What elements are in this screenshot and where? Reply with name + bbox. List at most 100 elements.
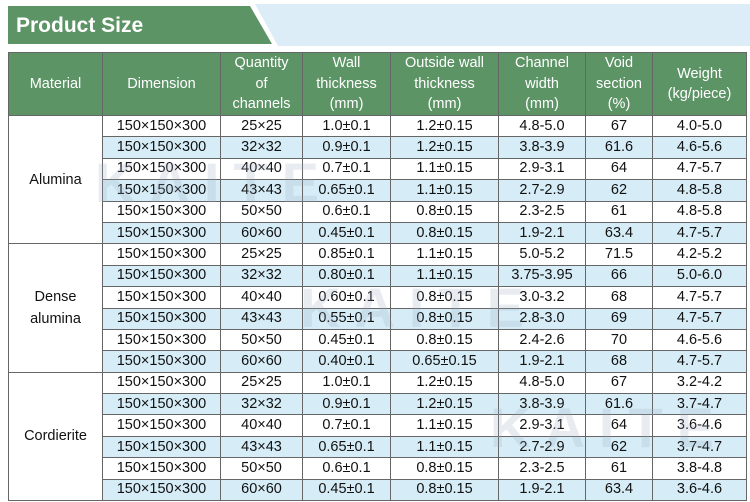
data-cell: 61.6	[585, 393, 653, 416]
data-cell: 3.6-4.6	[652, 414, 747, 437]
data-cell: 2.8-3.0	[498, 307, 586, 330]
data-cell: 1.2±0.15	[390, 136, 499, 159]
data-cell: 3.2-4.2	[652, 371, 747, 395]
data-cell: 4.7-5.7	[652, 157, 747, 181]
data-cell: 150×150×300	[102, 114, 221, 138]
data-cell: 150×150×300	[102, 393, 221, 416]
data-cell: 1.1±0.15	[390, 157, 499, 181]
data-cell: 25×25	[220, 243, 303, 266]
column-header: Void section (%)	[585, 52, 653, 116]
data-cell: 64	[585, 414, 653, 437]
data-cell: 4.6-5.6	[652, 328, 747, 352]
data-cell: 1.2±0.15	[390, 393, 499, 416]
data-cell: 150×150×300	[102, 157, 221, 181]
data-cell: 3.6-4.6	[652, 478, 747, 502]
table-row: Dense alumina 150×150×300 25×25 0.85±0.1 1.1…	[8, 243, 747, 373]
data-cell: 0.85±0.1	[302, 243, 391, 266]
table-row: 150×150×300 43×43 0.65±0.1 1.1±0.15 2.7-2.9 6…	[9, 435, 747, 459]
data-cell: 68	[585, 350, 653, 373]
data-cell: 0.8±0.15	[390, 200, 499, 223]
data-cell: 50×50	[220, 328, 303, 352]
data-cell: 61.6	[585, 136, 653, 159]
data-cell: 1.9-2.1	[498, 478, 586, 502]
data-cell: 1.0±0.1	[302, 371, 391, 395]
table-row: 150×150×300 43×43 0.55±0.1 0.8±0.15 2.8-3.0 6…	[9, 307, 747, 330]
data-cell: 150×150×300	[102, 350, 221, 373]
table-row: 150×150×300 32×32 0.80±0.1 1.1±0.15 3.75-3.9…	[9, 264, 747, 288]
data-cell: 63.4	[585, 478, 653, 502]
table-row: 150×150×300 50×50 0.45±0.1 0.8±0.15 2.4-2.6 7…	[9, 328, 747, 352]
column-header: Quantity of channels	[220, 52, 303, 116]
data-cell: 60×60	[220, 478, 303, 502]
data-cell: 150×150×300	[102, 221, 221, 245]
banner-stripe	[255, 4, 750, 46]
data-cell: 150×150×300	[102, 328, 221, 352]
table-row: 150×150×300 60×60 0.45±0.1 0.8±0.15 1.9-2.1 6…	[9, 478, 747, 502]
data-cell: 25×25	[220, 371, 303, 395]
data-cell: 60×60	[220, 350, 303, 373]
data-cell: 0.8±0.15	[390, 457, 499, 480]
data-cell: 0.55±0.1	[302, 307, 391, 330]
data-cell: 0.7±0.1	[302, 414, 391, 437]
data-cell: 2.7-2.9	[498, 179, 586, 202]
data-cell: 0.65±0.1	[302, 435, 391, 459]
data-cell: 62	[585, 435, 653, 459]
title: Product Size	[16, 14, 144, 37]
data-cell: 70	[585, 328, 653, 352]
data-cell: 0.6±0.1	[302, 200, 391, 223]
data-cell: 61	[585, 200, 653, 223]
data-cell: 0.8±0.15	[390, 328, 499, 352]
data-cell: 60×60	[220, 221, 303, 245]
data-cell: 0.45±0.1	[302, 221, 391, 245]
data-cell: 1.1±0.15	[390, 243, 499, 266]
data-cell: 4.8-5.0	[498, 371, 586, 395]
data-cell: 2.4-2.6	[498, 328, 586, 352]
product-table: Material Dimension Quantity of channels Wal…	[8, 52, 747, 502]
column-header: Wall thickness (mm)	[302, 52, 391, 116]
data-cell: 43×43	[220, 435, 303, 459]
data-cell: 0.9±0.1	[302, 136, 391, 159]
data-cell: 3.0-3.2	[498, 286, 586, 309]
data-cell: 1.2±0.15	[390, 371, 499, 395]
data-cell: 150×150×300	[102, 435, 221, 459]
table-row: Alumina 150×150×300 25×25 1.0±0.1 1.2±0.15 4.…	[8, 114, 747, 245]
data-cell: 4.6-5.6	[652, 136, 747, 159]
data-cell: 4.8-5.8	[652, 179, 747, 202]
data-cell: 150×150×300	[102, 478, 221, 502]
data-cell: 150×150×300	[102, 264, 221, 288]
data-cell: 64	[585, 157, 653, 181]
title-bar	[8, 6, 272, 44]
data-cell: 0.45±0.1	[302, 328, 391, 352]
data-cell: 0.9±0.1	[302, 393, 391, 416]
data-cell: 4.7-5.7	[652, 350, 747, 373]
data-cell: 25×25	[220, 114, 303, 138]
data-cell: 150×150×300	[102, 136, 221, 159]
data-cell: 2.3-2.5	[498, 457, 586, 480]
data-cell: 1.1±0.15	[390, 179, 499, 202]
table-row: Cordierite 150×150×300 25×25 1.0±0.1 1.2±0.1…	[8, 371, 747, 502]
data-cell: 0.65±0.15	[390, 350, 499, 373]
data-cell: 1.9-2.1	[498, 350, 586, 373]
data-cell: 68	[585, 286, 653, 309]
table-row: 150×150×300 43×43 0.65±0.1 1.1±0.15 2.7-2.9 6…	[9, 179, 747, 202]
table-row: 150×150×300 40×40 0.7±0.1 1.1±0.15 2.9-3.1 64…	[9, 414, 747, 437]
data-cell: 150×150×300	[102, 457, 221, 480]
table-row: 150×150×300 60×60 0.40±0.1 0.65±0.15 1.9-2.1…	[9, 350, 747, 373]
column-header: Material	[8, 52, 103, 116]
data-cell: 0.6±0.1	[302, 457, 391, 480]
data-cell: 32×32	[220, 136, 303, 159]
data-cell: 40×40	[220, 414, 303, 437]
column-header: Dimension	[102, 52, 221, 116]
data-cell: 69	[585, 307, 653, 330]
data-cell: 3.75-3.95	[498, 264, 586, 288]
data-cell: 61	[585, 457, 653, 480]
data-cell: 3.8-4.8	[652, 457, 747, 480]
data-cell: 0.8±0.15	[390, 286, 499, 309]
data-cell: 0.8±0.15	[390, 221, 499, 245]
data-cell: 2.3-2.5	[498, 200, 586, 223]
data-cell: 50×50	[220, 457, 303, 480]
data-cell: 71.5	[585, 243, 653, 266]
table-row: 150×150×300 32×32 0.9±0.1 1.2±0.15 3.8-3.9 61…	[9, 136, 747, 159]
data-cell: 0.8±0.15	[390, 478, 499, 502]
data-cell: 62	[585, 179, 653, 202]
